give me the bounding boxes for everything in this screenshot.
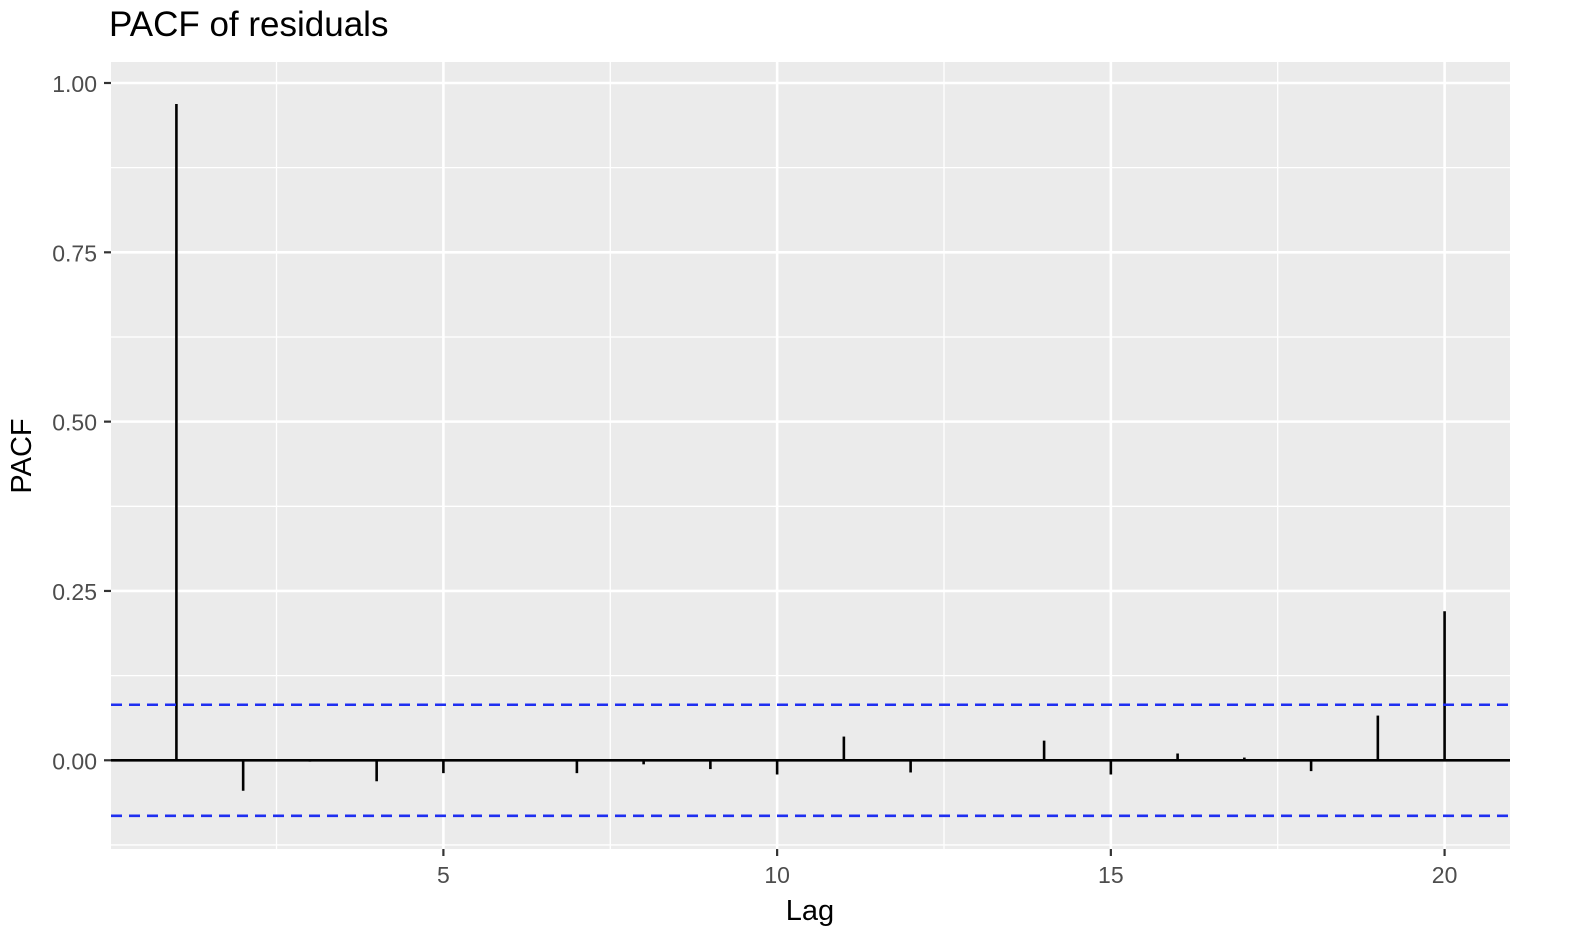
y-tick-label: 1.00	[52, 71, 97, 97]
y-tick-label: 0.00	[52, 748, 97, 774]
x-axis-label: Lag	[786, 895, 834, 927]
y-tick-label: 0.50	[52, 410, 97, 436]
x-tick-label: 20	[1432, 862, 1458, 888]
y-tick-label: 0.75	[52, 240, 97, 266]
pacf-bars	[175, 103, 1446, 791]
chart-title: PACF of residuals	[109, 5, 388, 44]
plot-panel	[111, 62, 1510, 849]
y-tick-label: 0.25	[52, 579, 97, 605]
x-axis: 5 10 15 20	[437, 849, 1457, 888]
x-tick-label: 10	[764, 862, 790, 888]
y-axis: 0.00 0.25 0.50 0.75 1.00	[52, 71, 111, 774]
minor-gridlines	[111, 62, 1510, 849]
x-tick-label: 5	[437, 862, 450, 888]
y-axis-label: PACF	[6, 418, 38, 493]
x-tick-label: 15	[1098, 862, 1124, 888]
